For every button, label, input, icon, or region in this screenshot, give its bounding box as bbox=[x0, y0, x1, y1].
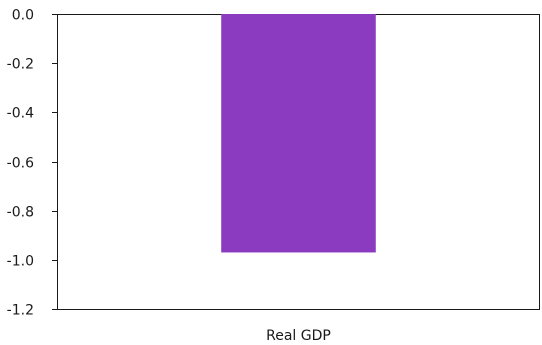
x-axis: Real GDP bbox=[266, 328, 331, 344]
y-axis: 0.0 -0.2 -0.4 -0.6 -0.8 -1.0 -1.2 bbox=[7, 8, 58, 319]
y-tick-label: -0.8 bbox=[7, 205, 34, 221]
y-tick-label: -0.6 bbox=[7, 156, 34, 172]
bars-group bbox=[221, 14, 376, 253]
y-tick-label: 0.0 bbox=[12, 8, 34, 24]
x-category-label: Real GDP bbox=[266, 328, 331, 344]
y-tick-label: -1.2 bbox=[7, 303, 34, 319]
bar-real-gdp bbox=[221, 14, 376, 253]
y-tick-label: -1.0 bbox=[7, 254, 34, 270]
y-tick-label: -0.4 bbox=[7, 106, 34, 122]
y-tick-label: -0.2 bbox=[7, 57, 34, 73]
